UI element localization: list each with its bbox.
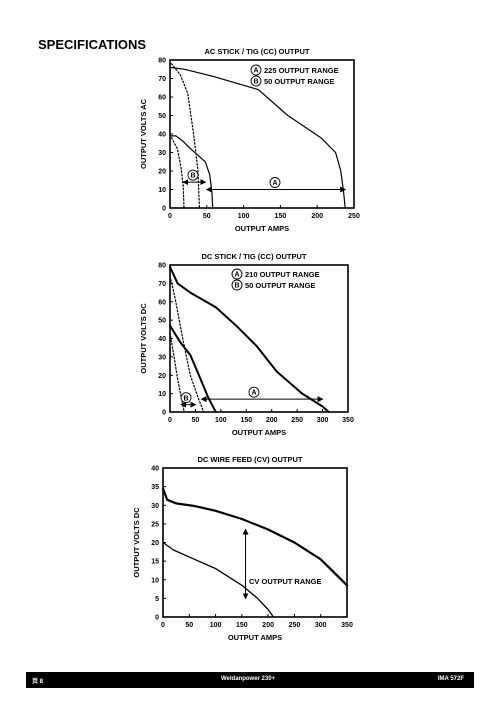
chart-0-title: AC STICK / TIG (CC) OUTPUT [205, 47, 310, 56]
chart-1-legend-B-circle [231, 279, 243, 291]
chart-0-legend-B-letter: B [253, 79, 258, 86]
chart-1-x-tick-label: 350 [342, 417, 354, 424]
chart-2-x-tick-label: 0 [161, 622, 165, 629]
footer-document-number: IMA 572F [437, 676, 464, 682]
chart-0-series-1-dotted-line [170, 63, 200, 209]
chart-1-x-tick-label: 300 [317, 417, 329, 424]
chart-1-y-tick-label: 60 [158, 299, 166, 306]
chart-1-y-tick-label: 30 [158, 354, 166, 361]
chart-1-y-tick-label: 40 [158, 336, 166, 343]
chart-1-x-tick-label: 50 [192, 417, 200, 424]
chart-2-x-tick-label: 300 [315, 622, 327, 629]
chart-2-y-tick-label: 25 [151, 521, 159, 528]
chart-0-x-tick-label: 200 [311, 213, 323, 220]
chart-0-series-0-solid-line [169, 66, 346, 209]
chart-2-plot-frame [162, 467, 348, 618]
chart-1-y-tick-label: 10 [158, 391, 166, 398]
chart-1-legend-A-circle [231, 268, 243, 280]
chart-1-y-tick-label: 50 [158, 318, 166, 325]
chart-0-y-tick-label: 30 [158, 150, 166, 157]
chart-0-series-3-dotted-line [170, 137, 185, 209]
chart-2-x-tick-label: 150 [236, 622, 248, 629]
chart-2-y-tick-label: 35 [151, 484, 159, 491]
chart-2-y-tick-label: 40 [151, 466, 159, 473]
chart-0-y-tick-label: 50 [158, 113, 166, 120]
chart-2-x-tick-label: 200 [262, 622, 274, 629]
chart-1-range-B-label-letter: B [183, 395, 188, 402]
chart-1-legend-A-letter: A [234, 272, 239, 279]
chart-0-y-tick-label: 60 [158, 95, 166, 102]
chart-1-x-tick-label: 100 [215, 417, 227, 424]
chart-0-y-tick-label: 0 [162, 206, 166, 213]
chart-2-y-axis-label: OUTPUT VOLTS DC [132, 507, 141, 578]
footer-model: Weldanpower 230+ [221, 676, 276, 682]
chart-0-x-tick-label: 50 [203, 213, 211, 220]
chart-0-legend-A-letter: A [253, 68, 258, 75]
chart-2-y-tick-label: 15 [151, 559, 159, 566]
chart-1-y-tick-label: 20 [158, 373, 166, 380]
chart-2-y-tick-label: 10 [151, 577, 159, 584]
chart-0-x-tick-label: 150 [275, 213, 287, 220]
chart-2-title: DC WIRE FEED (CV) OUTPUT [198, 455, 303, 464]
chart-0-x-tick-label: 250 [348, 213, 360, 220]
chart-1-legend-B-text: 50 OUTPUT RANGE [245, 281, 315, 290]
chart-0-x-axis-label: OUTPUT AMPS [235, 224, 289, 233]
chart-1-y-tick-label: 80 [158, 263, 166, 270]
chart-2-x-tick-label: 350 [341, 622, 353, 629]
chart-0-legend-A-circle [250, 64, 262, 76]
chart-2-x-tick-label: 50 [185, 622, 193, 629]
chart-0-legend-B-circle [250, 75, 262, 87]
chart-1-y-tick-label: 70 [158, 281, 166, 288]
chart-0-legend-B-text: 50 OUTPUT RANGE [264, 77, 334, 86]
chart-0-y-tick-label: 10 [158, 187, 166, 194]
chart-1-x-tick-label: 200 [266, 417, 278, 424]
chart-2-y-tick-label: 20 [151, 540, 159, 547]
chart-0-y-tick-label: 80 [158, 58, 166, 65]
chart-2-y-tick-label: 5 [155, 596, 159, 603]
chart-0-y-tick-label: 70 [158, 76, 166, 83]
chart-1-x-tick-label: 150 [240, 417, 252, 424]
chart-2-x-tick-label: 100 [210, 622, 222, 629]
chart-0-range-B-label-circle [187, 169, 199, 181]
chart-1-range-A-label-letter: A [251, 390, 256, 397]
chart-2-x-axis-label: OUTPUT AMPS [228, 633, 282, 642]
chart-1-series-1-dotted-line [169, 275, 205, 413]
chart-1-x-axis-label: OUTPUT AMPS [232, 428, 286, 437]
chart-0-x-tick-label: 0 [168, 213, 172, 220]
chart-2-annotation: CV OUTPUT RANGE [249, 577, 322, 586]
chart-0-y-tick-label: 20 [158, 169, 166, 176]
chart-1-range-B-label-circle [180, 392, 192, 404]
footer-page-number: 页 8 [32, 679, 44, 685]
chart-2-y-tick-label: 30 [151, 503, 159, 510]
page-heading: SPECIFICATIONS [38, 37, 147, 52]
chart-1-y-axis-label: OUTPUT VOLTS DC [139, 303, 148, 374]
chart-1-y-tick-label: 0 [162, 410, 166, 417]
chart-1-range-A-label-circle [248, 386, 260, 398]
chart-2-series-0-solid-line [161, 487, 349, 587]
chart-0-y-axis-label: OUTPUT VOLTS AC [139, 98, 148, 169]
chart-0-range-B-label-letter: B [190, 173, 195, 180]
chart-1-legend-B-letter: B [234, 283, 239, 290]
chart-1-x-tick-label: 250 [291, 417, 303, 424]
chart-0-range-A-label-letter: A [272, 180, 277, 187]
chart-0-legend-A-text: 225 OUTPUT RANGE [264, 66, 339, 75]
chart-2-y-tick-label: 0 [155, 615, 159, 622]
chart-2-x-tick-label: 250 [289, 622, 301, 629]
chart-2-series-1-solid-line [162, 541, 275, 618]
chart-0-y-tick-label: 40 [158, 132, 166, 139]
chart-1-legend-A-text: 210 OUTPUT RANGE [245, 270, 320, 279]
chart-1-x-tick-label: 0 [168, 417, 172, 424]
chart-0-x-tick-label: 100 [238, 213, 250, 220]
chart-1-title: DC STICK / TIG (CC) OUTPUT [202, 252, 307, 261]
page-footer: 页 8 Weldanpower 230+ IMA 572F [26, 672, 474, 688]
chart-0-range-A-label-circle [269, 177, 281, 188]
